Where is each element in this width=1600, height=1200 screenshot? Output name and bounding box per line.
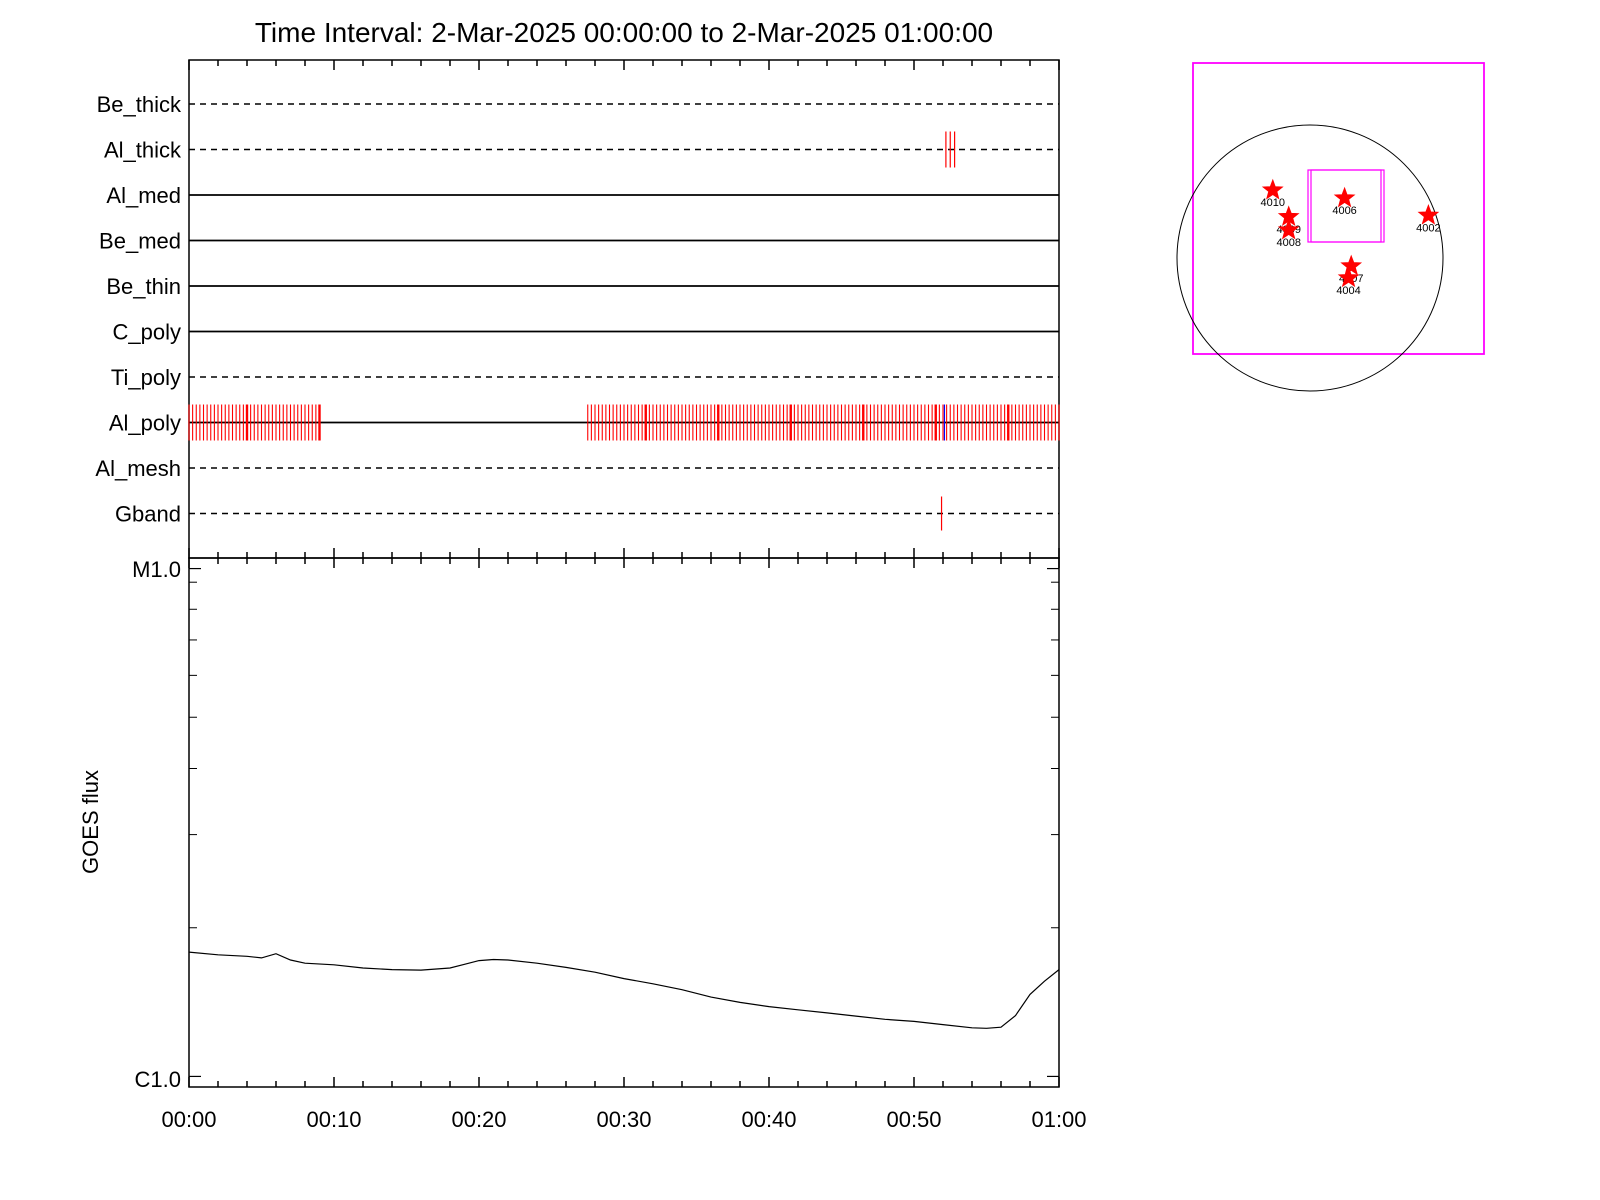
row-label-be_thick: Be_thick: [97, 92, 182, 117]
detector-label-4006: 4006: [1332, 205, 1356, 217]
x-tick-label: 00:00: [161, 1107, 216, 1132]
goes-flux-series: [188, 951, 1060, 1029]
flux-frame: [188, 557, 1060, 1088]
row-label-al_poly: Al_poly: [109, 411, 181, 436]
detector-label-4002: 4002: [1416, 222, 1440, 234]
fov-box-outer: [1192, 62, 1485, 355]
row-label-c_poly: C_poly: [113, 320, 181, 345]
detector-star-4010: [1261, 178, 1284, 200]
x-tick-label: 00:40: [741, 1107, 796, 1132]
detector-star-4004: [1337, 266, 1360, 288]
goes-flux-panel: M1.0 C1.0 GOES flux 00:00 00:10 00:20 00:30…: [78, 557, 1087, 1132]
chart-title: Time Interval: 2-Mar-2025 00:00:00 to 2-…: [255, 17, 993, 48]
y-tick-label-m1: M1.0: [132, 557, 181, 582]
row-label-al_med: Al_med: [106, 183, 181, 208]
x-tick-label: 01:00: [1031, 1107, 1086, 1132]
solar-disk: [1176, 124, 1444, 392]
x-tick-label: 00:30: [596, 1107, 651, 1132]
row-label-gband: Gband: [115, 502, 181, 527]
fov-box-inner-2: [1310, 169, 1385, 243]
y-tick-label-c1: C1.0: [135, 1067, 181, 1092]
detector-label-4010: 4010: [1261, 197, 1285, 209]
detector-star-4006: [1333, 186, 1356, 208]
detector-map: 4010400940084006400240074004: [1176, 62, 1485, 392]
y-axis-label: GOES flux: [78, 770, 103, 874]
x-tick-label: 00:10: [306, 1107, 361, 1132]
row-label-be_thin: Be_thin: [106, 274, 181, 299]
detector-star-4002: [1417, 203, 1440, 225]
row-label-be_med: Be_med: [99, 229, 181, 254]
timeline-panel: Be_thick Al_thick Al_med Be_med Be_thin C_pol…: [95, 59, 1060, 1087]
timeline-frame: [188, 59, 1060, 559]
row-label-al_mesh: Al_mesh: [95, 456, 181, 481]
row-label-al_thick: Al_thick: [104, 138, 182, 163]
x-tick-label: 00:50: [886, 1107, 941, 1132]
x-tick-label: 00:20: [451, 1107, 506, 1132]
detector-label-4004: 4004: [1336, 285, 1360, 297]
row-label-ti_poly: Ti_poly: [111, 365, 181, 390]
detector-label-4008: 4008: [1276, 237, 1300, 249]
detector-star-4008: [1277, 218, 1300, 240]
detector-star-4007: [1340, 254, 1363, 276]
